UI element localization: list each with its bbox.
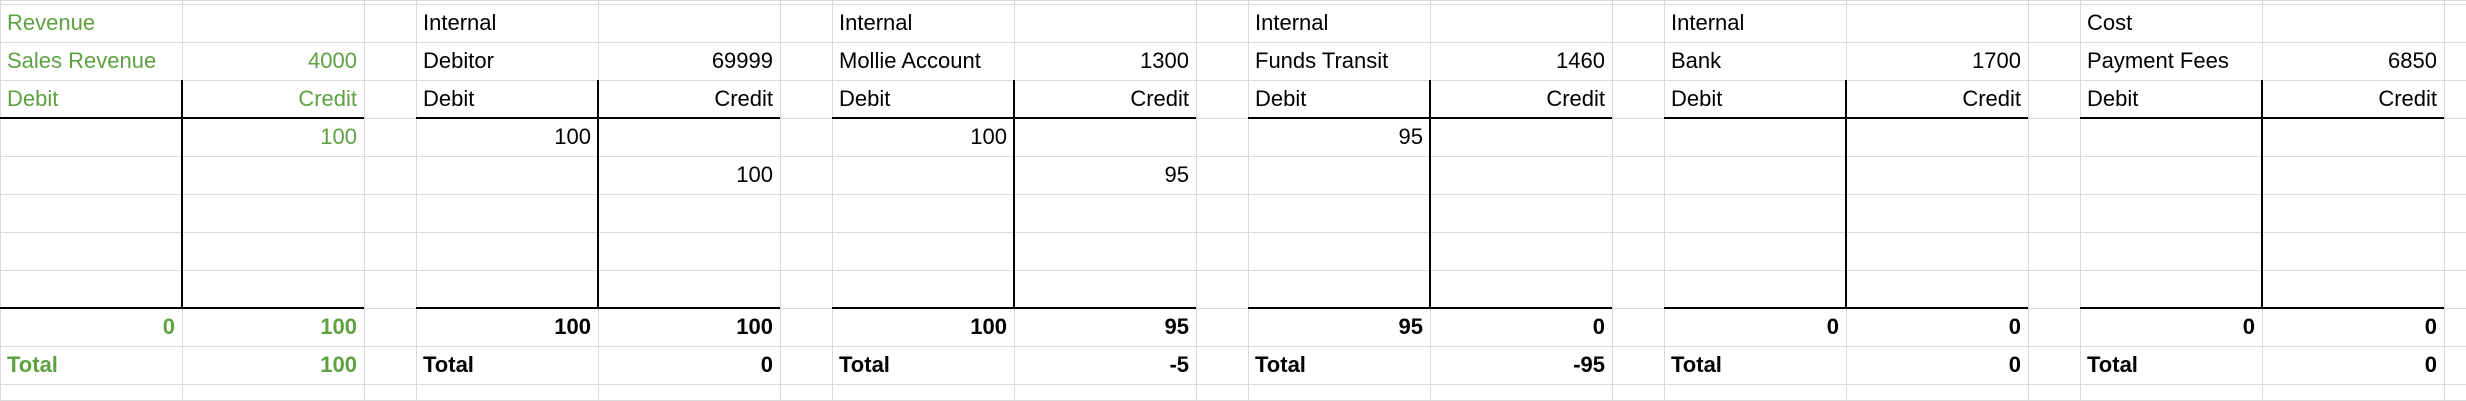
grid-column-line (780, 0, 781, 400)
account-name[interactable]: Debitor (423, 48, 494, 73)
account-number[interactable]: 1300 (1140, 48, 1189, 73)
grid-row-line (0, 0, 2466, 1)
account-number[interactable]: 4000 (308, 48, 357, 73)
grid-column-line (0, 0, 1, 400)
grid-row-line (0, 42, 2466, 43)
grid-column-line (364, 0, 365, 400)
t-account-bottom-line (2080, 307, 2444, 309)
account-group-label[interactable]: Internal (423, 10, 497, 35)
total-label[interactable]: Total (839, 352, 890, 377)
grid-column-line (2028, 0, 2029, 400)
grid-row-line (0, 118, 2466, 119)
grid-row-line (0, 384, 2466, 385)
debit-header[interactable]: Debit (839, 86, 891, 111)
grid-column-line (416, 0, 417, 400)
grid-column-line (1612, 0, 1613, 400)
grid-row-line (0, 4, 2466, 5)
debit-header[interactable]: Debit (1255, 86, 1307, 111)
debit-sum[interactable]: 0 (2242, 314, 2255, 339)
total-value[interactable]: -5 (1169, 352, 1189, 377)
debit-header[interactable]: Debit (7, 86, 59, 111)
debit-sum[interactable]: 95 (1398, 314, 1423, 339)
credit-header[interactable]: Credit (1962, 86, 2021, 111)
credit-sum[interactable]: 100 (320, 314, 357, 339)
account-group-label[interactable]: Cost (2087, 10, 2133, 35)
t-account-divider (1845, 80, 1847, 308)
account-name[interactable]: Sales Revenue (7, 48, 157, 73)
credit-header[interactable]: Credit (714, 86, 773, 111)
debit-entry[interactable]: 100 (970, 124, 1007, 149)
credit-sum[interactable]: 0 (2008, 314, 2021, 339)
debit-entry[interactable]: 100 (554, 124, 591, 149)
credit-header[interactable]: Credit (2378, 86, 2437, 111)
t-account-bottom-line (416, 307, 780, 309)
total-value[interactable]: 0 (2008, 352, 2021, 377)
credit-header[interactable]: Credit (298, 86, 357, 111)
total-label[interactable]: Total (1671, 352, 1722, 377)
t-account-divider (1429, 80, 1431, 308)
credit-header[interactable]: Credit (1130, 86, 1189, 111)
account-name[interactable]: Funds Transit (1255, 48, 1389, 73)
account-number[interactable]: 1460 (1556, 48, 1605, 73)
grid-row-line (0, 232, 2466, 233)
credit-sum[interactable]: 100 (736, 314, 773, 339)
debit-header[interactable]: Debit (1671, 86, 1723, 111)
t-account-bottom-line (0, 307, 364, 309)
total-label[interactable]: Total (7, 352, 58, 377)
account-name[interactable]: Payment Fees (2087, 48, 2229, 73)
grid-column-line (1196, 0, 1197, 400)
grid-row-line (0, 156, 2466, 157)
account-group-label[interactable]: Internal (839, 10, 913, 35)
credit-sum[interactable]: 0 (1592, 314, 1605, 339)
account-number[interactable]: 69999 (711, 48, 773, 73)
total-label[interactable]: Total (2087, 352, 2138, 377)
t-account-bottom-line (1664, 307, 2028, 309)
account-number[interactable]: 6850 (2388, 48, 2437, 73)
debit-sum[interactable]: 0 (1826, 314, 1839, 339)
credit-entry[interactable]: 100 (320, 124, 357, 149)
account-name[interactable]: Bank (1671, 48, 1722, 73)
t-account-bottom-line (1248, 307, 1612, 309)
t-account-divider (597, 80, 599, 308)
debit-header[interactable]: Debit (2087, 86, 2139, 111)
debit-sum[interactable]: 100 (970, 314, 1007, 339)
debit-entry[interactable]: 95 (1398, 124, 1423, 149)
debit-header[interactable]: Debit (423, 86, 475, 111)
grid-row-line (0, 270, 2466, 271)
credit-sum[interactable]: 0 (2424, 314, 2437, 339)
grid-column-line (1248, 0, 1249, 400)
total-value[interactable]: 0 (760, 352, 773, 377)
grid-row-line (0, 346, 2466, 347)
credit-header[interactable]: Credit (1546, 86, 1605, 111)
grid-column-line (1664, 0, 1665, 400)
account-name[interactable]: Mollie Account (839, 48, 981, 73)
credit-entry[interactable]: 100 (736, 162, 773, 187)
t-account-divider (2261, 80, 2263, 308)
debit-sum[interactable]: 0 (162, 314, 175, 339)
account-number[interactable]: 1700 (1972, 48, 2021, 73)
total-value[interactable]: -95 (1573, 352, 1605, 377)
account-group-label[interactable]: Internal (1671, 10, 1745, 35)
account-group-label[interactable]: Internal (1255, 10, 1329, 35)
debit-sum[interactable]: 100 (554, 314, 591, 339)
t-account-divider (181, 80, 183, 308)
t-account-bottom-line (832, 307, 1196, 309)
account-group-label[interactable]: Revenue (7, 10, 96, 35)
grid-column-line (2444, 0, 2445, 400)
grid-column-line (2080, 0, 2081, 400)
total-label[interactable]: Total (423, 352, 474, 377)
total-value[interactable]: 0 (2424, 352, 2437, 377)
credit-sum[interactable]: 95 (1164, 314, 1189, 339)
grid-row-line (0, 194, 2466, 195)
t-account-divider (1013, 80, 1015, 308)
total-value[interactable]: 100 (320, 352, 357, 377)
grid-row-line (0, 308, 2466, 309)
grid-column-line (832, 0, 833, 400)
total-label[interactable]: Total (1255, 352, 1306, 377)
credit-entry[interactable]: 95 (1164, 162, 1189, 187)
grid-row-line (0, 80, 2466, 81)
